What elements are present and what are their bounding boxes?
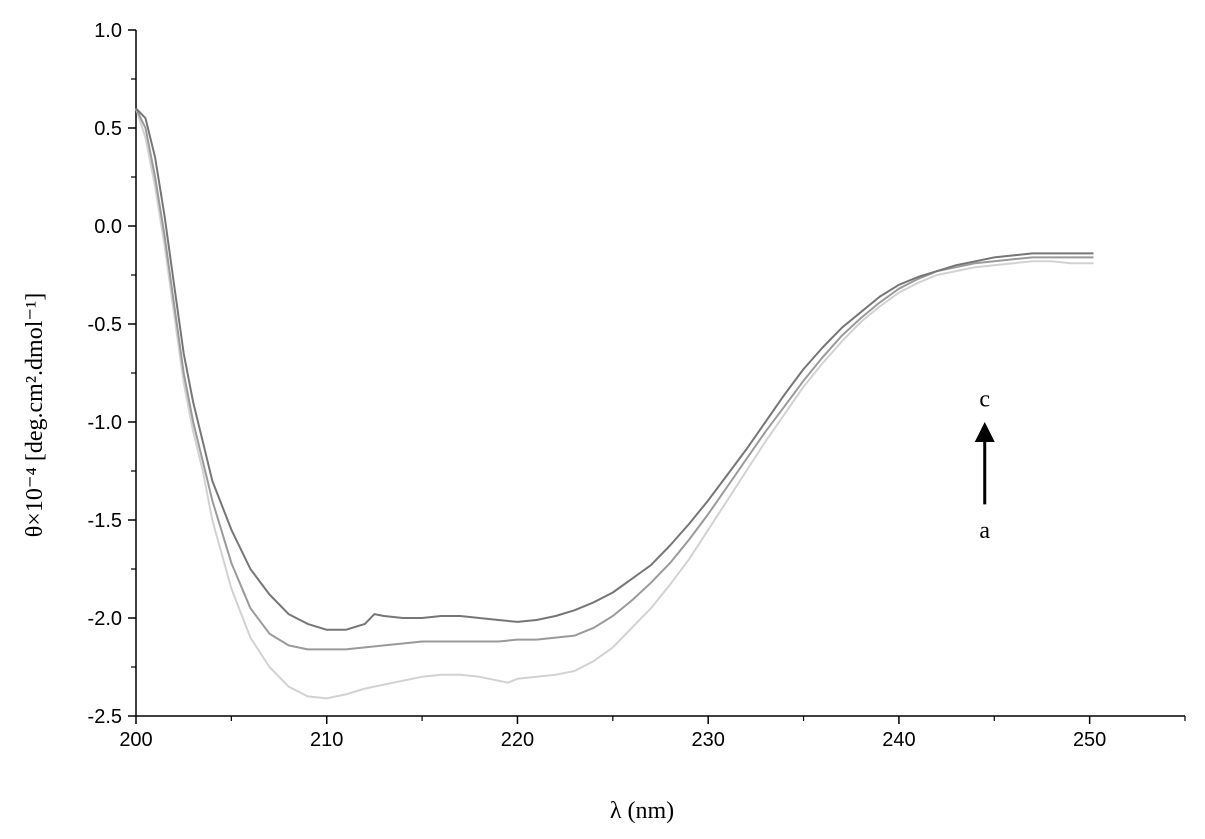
y-tick-label: -0.5 [88, 314, 122, 336]
series-line-1 [135, 108, 1094, 700]
y-tick-label: 1.0 [94, 20, 122, 42]
series-line-3 [135, 107, 1094, 631]
annotation-layer: ca [974, 386, 995, 544]
x-tick-label: 240 [882, 729, 915, 751]
annotation-a: a [979, 518, 990, 544]
x-tick-label: 210 [310, 729, 343, 751]
y-tick-label: -2.5 [88, 706, 122, 728]
arrow-head [974, 422, 995, 442]
axes [135, 30, 1185, 717]
y-axis-title: θ×10⁻⁴ [deg.cm².dmol⁻¹] [22, 293, 48, 537]
x-tick-label: 250 [1073, 729, 1106, 751]
x-tick-label: 230 [691, 729, 724, 751]
ticks: 200 210 220 230 240 250 1.0 0.5 0.0 -0.5 -1.0 -1.5 -… [88, 20, 1186, 751]
y-tick-label: -1.5 [88, 510, 122, 532]
x-axis-title: λ (nm) [610, 798, 674, 824]
x-tick-label: 220 [501, 729, 534, 751]
annotation-c: c [979, 386, 990, 412]
y-tick-label: 0.5 [94, 118, 122, 140]
series-line-2 [135, 107, 1094, 651]
y-tick-label: -2.0 [88, 608, 122, 630]
y-tick-label: -1.0 [88, 412, 122, 434]
series-layer [135, 107, 1094, 700]
x-tick-label: 200 [119, 729, 152, 751]
y-tick-label: 0.0 [94, 216, 122, 238]
